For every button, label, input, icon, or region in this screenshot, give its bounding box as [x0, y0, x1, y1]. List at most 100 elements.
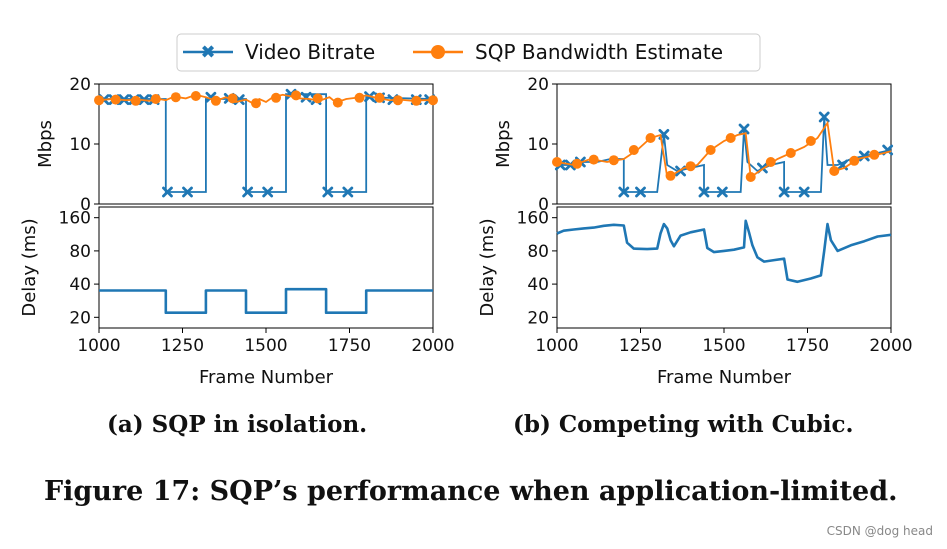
- estimate-marker: [665, 170, 676, 181]
- y-tick-label-bottom: 80: [69, 242, 91, 262]
- bitrate-marker: [798, 186, 810, 198]
- legend-label-bitrate: Video Bitrate: [245, 40, 375, 64]
- estimate-marker: [250, 98, 261, 109]
- y-tick-label-bottom: 80: [527, 242, 549, 262]
- y-tick-label-top: 10: [527, 135, 549, 155]
- estimate-marker: [785, 148, 796, 158]
- legend-estimate-marker: [431, 45, 445, 59]
- y-tick-label-bottom: 20: [69, 308, 91, 328]
- bitrate-marker: [342, 186, 354, 198]
- y-axis-label-bottom-b: Delay (ms): [477, 218, 498, 316]
- bitrate-marker: [162, 186, 173, 198]
- bitrate-marker: [300, 91, 312, 103]
- y-tick-label-top: 10: [69, 135, 91, 155]
- x-tick-label: 1000: [535, 336, 578, 356]
- bitrate-marker: [635, 186, 646, 198]
- x-tick-label: 1500: [702, 336, 745, 356]
- estimate-marker: [291, 90, 302, 101]
- watermark: CSDN @dog head: [826, 524, 933, 538]
- estimate-marker: [805, 136, 816, 146]
- y-tick-label-bottom: 40: [69, 275, 91, 295]
- subcaption-b: (b) Competing with Cubic.: [513, 411, 854, 438]
- legend-frame: [176, 33, 761, 72]
- legend-label-estimate: SQP Bandwidth Estimate: [475, 40, 723, 64]
- y-tick-label-top: 20: [527, 75, 549, 95]
- bitrate-marker: [716, 186, 728, 198]
- estimate-marker: [765, 157, 776, 167]
- estimate-marker: [332, 97, 343, 108]
- x-axis-label-b: Frame Number: [657, 367, 792, 388]
- estimate-marker: [705, 145, 716, 155]
- plot-frame-bottom-a: [98, 206, 434, 329]
- bitrate-marker: [618, 186, 630, 198]
- delay-line-b: [556, 219, 892, 284]
- estimate-marker: [829, 166, 840, 176]
- estimate-marker: [130, 95, 141, 106]
- legend-bitrate-marker: ✖: [200, 42, 215, 63]
- bitrate-line-a: [99, 93, 434, 193]
- estimate-marker: [312, 93, 323, 104]
- estimate-marker: [110, 94, 121, 105]
- bitrate-marker: [262, 186, 274, 198]
- bitrate-line-b: [557, 116, 892, 193]
- bitrate-marker: [322, 186, 334, 198]
- figure-caption: Figure 17: SQP’s performance when applic…: [44, 476, 898, 507]
- estimate-marker: [392, 95, 403, 106]
- estimate-marker: [150, 94, 161, 104]
- x-tick-label: 1750: [786, 336, 829, 356]
- y-axis-label-bottom-a: Delay (ms): [19, 218, 40, 316]
- estimate-marker: [411, 95, 422, 106]
- estimate-marker: [210, 95, 221, 106]
- estimate-line-a: [98, 93, 433, 105]
- y-axis-label-top-b: Mbps: [493, 120, 514, 168]
- y-tick-label-bottom: 40: [527, 275, 549, 295]
- estimate-marker: [552, 157, 562, 167]
- x-tick-label: 1000: [77, 336, 120, 356]
- estimate-marker: [725, 133, 736, 143]
- estimate-marker: [354, 92, 365, 103]
- bitrate-marker: [182, 186, 193, 198]
- bitrate-marker: [698, 186, 710, 198]
- estimate-marker: [227, 93, 238, 104]
- x-tick-label: 1750: [328, 336, 371, 356]
- estimate-marker: [849, 155, 860, 166]
- estimate-marker: [94, 95, 104, 106]
- y-tick-label-top: 0: [80, 195, 91, 215]
- x-tick-label: 2000: [411, 336, 454, 356]
- x-tick-label: 1250: [161, 336, 204, 356]
- delay-line-a: [99, 287, 433, 315]
- charts-layer: 0 10 20 20 40 80 160 1000 1250 1500 1750 2000 Frame …: [19, 75, 913, 388]
- estimate-marker: [645, 133, 656, 143]
- subcaption-a: (a) SQP in isolation.: [107, 411, 368, 438]
- y-tick-label-top: 20: [69, 75, 91, 95]
- x-tick-label: 2000: [869, 336, 912, 356]
- bitrate-marker: [778, 186, 790, 198]
- estimate-marker: [572, 158, 583, 169]
- y-tick-label-bottom: 20: [527, 308, 549, 328]
- estimate-marker: [271, 92, 282, 103]
- estimate-marker: [190, 91, 201, 101]
- estimate-marker: [428, 95, 438, 106]
- estimate-marker: [588, 154, 599, 165]
- plot-frame-top-b: [556, 83, 892, 205]
- legend: ✖ Video Bitrate SQP Bandwidth Estimate: [176, 33, 761, 72]
- estimate-line-b: [556, 120, 892, 179]
- estimate-marker: [608, 155, 619, 166]
- x-tick-label: 1250: [619, 336, 662, 356]
- y-tick-label-bottom: 160: [59, 209, 91, 229]
- bitrate-marker: [242, 186, 254, 198]
- estimate-marker: [628, 145, 639, 155]
- estimate-marker: [170, 92, 181, 103]
- y-axis-label-top-a: Mbps: [35, 120, 56, 168]
- estimate-marker: [745, 172, 756, 182]
- x-axis-label-a: Frame Number: [199, 367, 334, 388]
- bitrate-marker: [818, 111, 830, 123]
- estimate-marker: [685, 161, 696, 172]
- estimate-marker: [374, 92, 385, 103]
- estimate-marker: [869, 149, 880, 160]
- y-tick-label-bottom: 160: [517, 209, 549, 229]
- bitrate-marker: [738, 123, 750, 135]
- x-tick-label: 1500: [244, 336, 287, 356]
- y-tick-label-top: 0: [538, 195, 549, 215]
